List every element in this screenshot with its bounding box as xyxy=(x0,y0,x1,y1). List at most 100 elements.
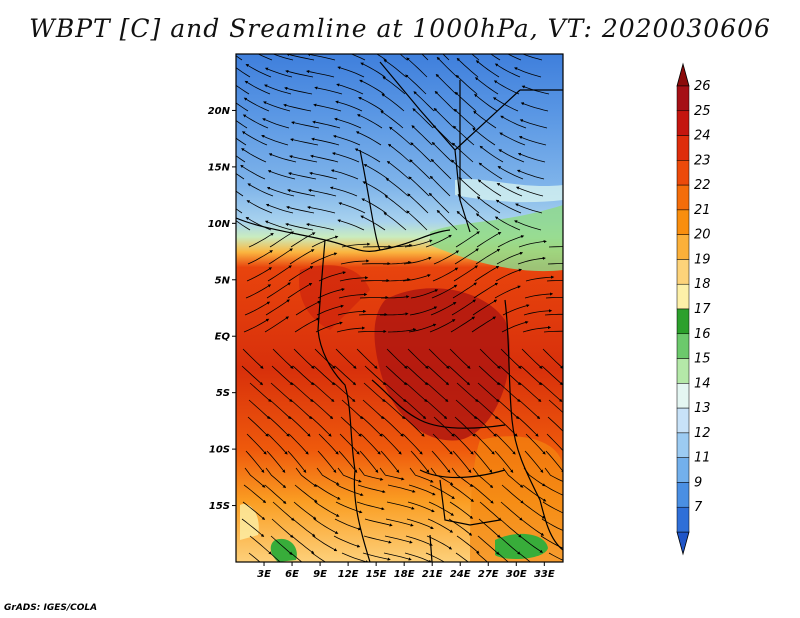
streamline xyxy=(286,205,315,214)
streamline xyxy=(314,501,340,517)
streamline xyxy=(361,198,387,214)
streamline xyxy=(270,535,293,555)
streamline xyxy=(521,85,550,95)
streamline xyxy=(518,239,547,248)
streamline xyxy=(455,552,469,562)
streamline xyxy=(265,467,287,489)
streamline xyxy=(236,137,247,146)
colorbar-segment xyxy=(676,383,690,409)
streamline xyxy=(264,67,293,78)
streamline xyxy=(358,467,384,481)
streamline xyxy=(431,284,458,299)
colorbar-label: 13 xyxy=(694,401,711,416)
streamline xyxy=(291,121,320,129)
streamline xyxy=(294,484,318,503)
streamline xyxy=(453,433,474,455)
streamline xyxy=(428,192,450,214)
lat-tick-label: 5S xyxy=(216,388,230,399)
streamline xyxy=(263,101,291,112)
streamline xyxy=(404,239,433,248)
streamline xyxy=(383,59,407,78)
streamline xyxy=(379,467,405,481)
streamline xyxy=(500,115,527,129)
streamline xyxy=(316,304,344,316)
streamline xyxy=(497,399,520,420)
streamline xyxy=(434,90,456,112)
streamline xyxy=(361,416,383,437)
streamline xyxy=(384,243,413,248)
streamline xyxy=(337,66,365,78)
streamline xyxy=(449,348,471,369)
streamline xyxy=(317,450,337,473)
streamline xyxy=(407,193,429,214)
streamline xyxy=(330,169,359,180)
streamline xyxy=(449,501,474,519)
streamline xyxy=(408,176,430,197)
streamline xyxy=(478,518,501,538)
streamline xyxy=(285,69,314,78)
map-title: WBPT [C] and Sreamline at 1000hPa, VT: 2… xyxy=(29,14,771,43)
colorbar-segment xyxy=(676,110,690,136)
colorbar-label: 12 xyxy=(694,426,711,441)
streamline xyxy=(490,54,501,61)
streamline xyxy=(476,399,499,420)
longitude-axis: 3E 6E 9E 12E 15E 18E 21E 24E 27E 30E 33E xyxy=(257,562,555,580)
streamline xyxy=(387,484,416,493)
streamline xyxy=(236,67,251,78)
streamline xyxy=(425,234,452,248)
streamline xyxy=(334,117,362,129)
streamline xyxy=(266,282,291,299)
streamline xyxy=(341,552,369,562)
colorbar-label: 24 xyxy=(694,129,711,144)
streamline xyxy=(380,110,404,129)
streamline xyxy=(358,312,388,317)
streamline xyxy=(521,54,543,61)
streamline xyxy=(448,365,471,386)
streamline xyxy=(289,249,315,265)
streamline xyxy=(268,153,297,163)
colorbar-segment xyxy=(676,135,690,161)
streamline xyxy=(432,267,459,282)
streamline xyxy=(271,54,294,61)
colorbar-label: 19 xyxy=(694,252,711,267)
streamline xyxy=(317,288,345,299)
streamline xyxy=(267,433,288,455)
streamline xyxy=(542,348,563,369)
streamline xyxy=(381,433,402,455)
streamline xyxy=(268,248,293,265)
streamline xyxy=(545,297,563,299)
streamline xyxy=(318,433,339,455)
streamline xyxy=(245,450,265,473)
streamline xyxy=(241,131,268,146)
streamline xyxy=(248,232,274,248)
colorbar-segment xyxy=(676,308,690,335)
streamline xyxy=(295,300,321,316)
streamline xyxy=(458,177,481,197)
streamline xyxy=(410,142,432,163)
streamline xyxy=(456,382,479,403)
streamline xyxy=(547,263,563,265)
streamline xyxy=(428,348,450,369)
streamline xyxy=(475,213,500,231)
colorbar-segment xyxy=(676,209,690,235)
streamline xyxy=(404,552,432,562)
streamline xyxy=(433,250,460,265)
colorbar-label: 18 xyxy=(694,277,711,292)
streamline xyxy=(494,450,514,473)
streamline xyxy=(426,535,453,550)
streamline xyxy=(356,348,378,369)
streamline xyxy=(386,501,415,510)
streamline xyxy=(406,518,434,529)
streamlines xyxy=(236,54,563,562)
streamline xyxy=(332,134,361,146)
country-borders xyxy=(236,61,563,562)
streamline xyxy=(405,535,433,546)
streamline xyxy=(431,141,453,163)
streamline xyxy=(313,103,342,112)
streamline xyxy=(313,365,336,386)
streamline xyxy=(308,188,337,197)
streamline xyxy=(498,149,525,163)
streamline xyxy=(363,535,392,544)
streamline xyxy=(380,450,400,473)
